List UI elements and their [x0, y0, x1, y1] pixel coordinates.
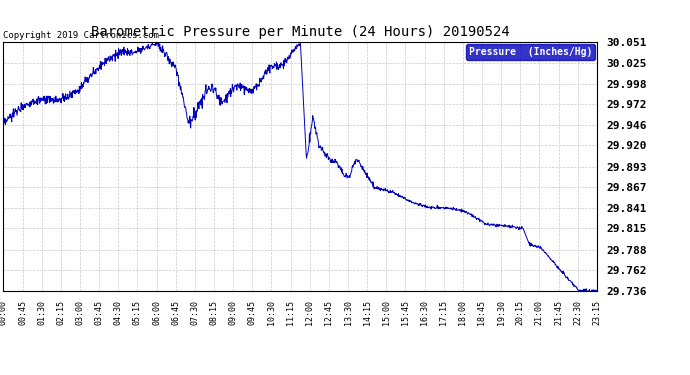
Legend: Pressure  (Inches/Hg): Pressure (Inches/Hg): [466, 44, 595, 60]
Text: Copyright 2019 Cartronics.com: Copyright 2019 Cartronics.com: [3, 30, 159, 39]
Title: Barometric Pressure per Minute (24 Hours) 20190524: Barometric Pressure per Minute (24 Hours…: [91, 26, 509, 39]
